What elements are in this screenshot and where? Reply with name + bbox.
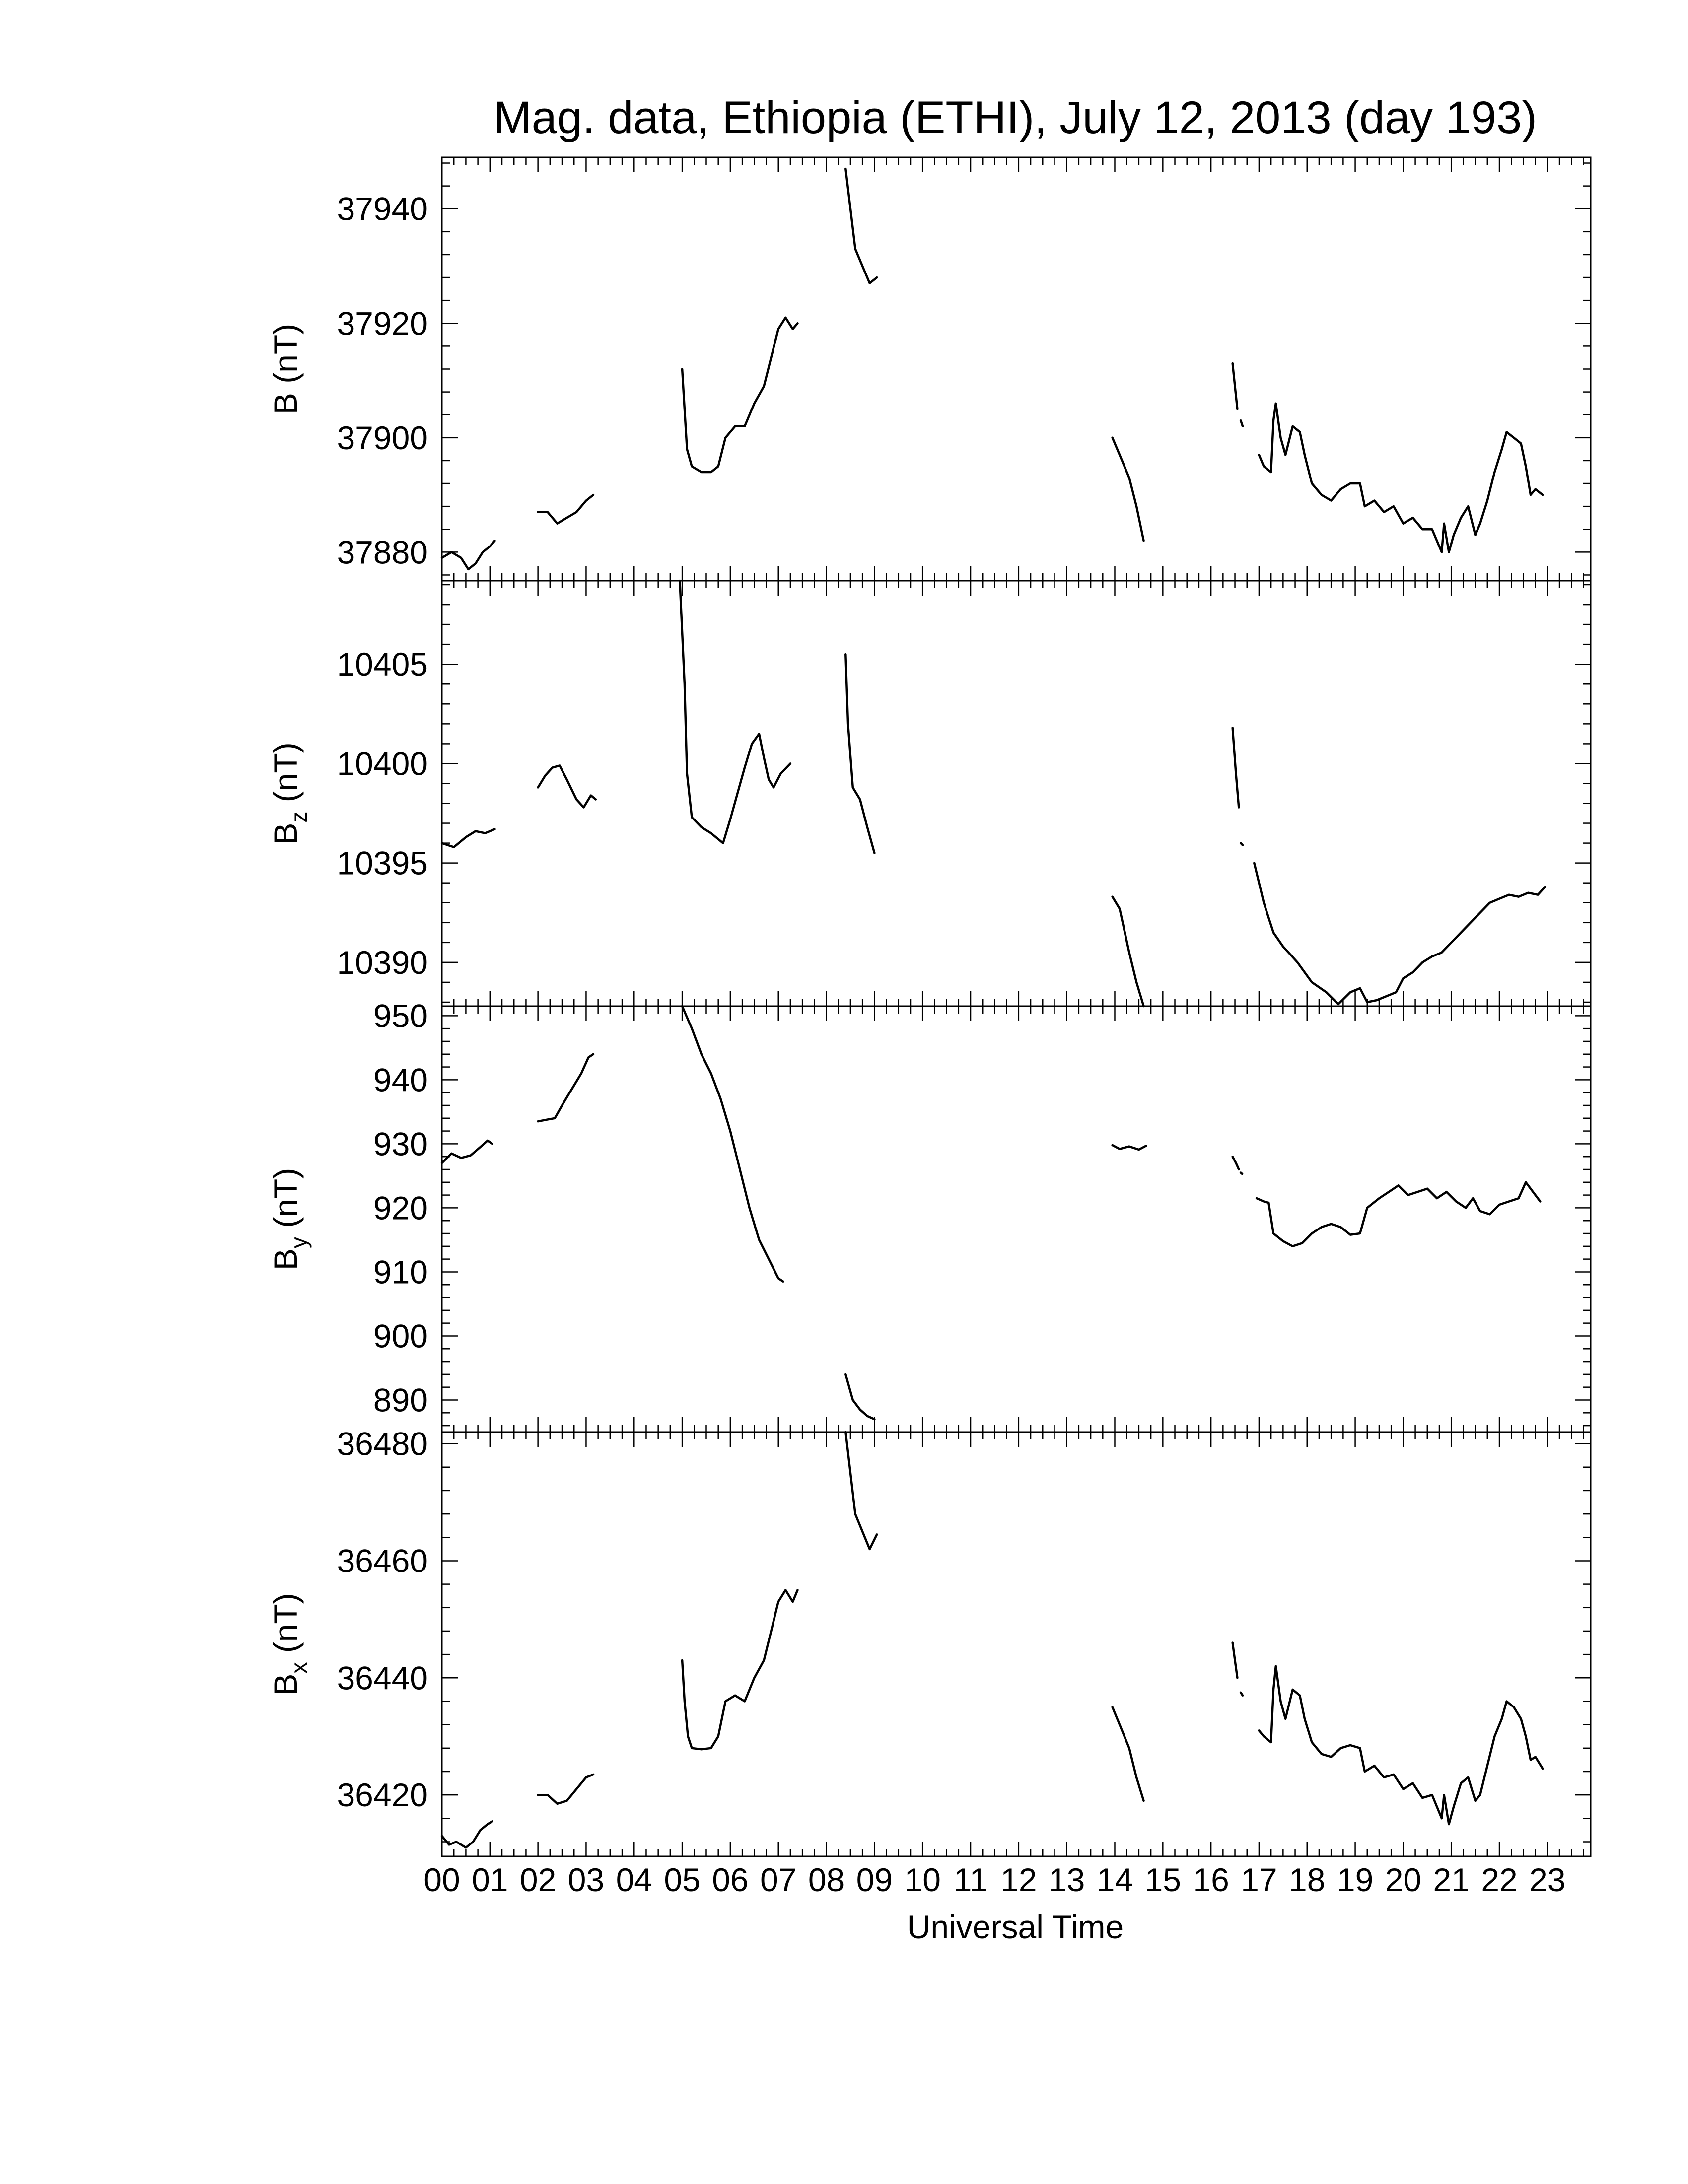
y-axis-label: B (nT) [267, 324, 304, 414]
y-tick-label: 10405 [337, 646, 428, 682]
series-segment [681, 1589, 799, 1751]
x-tick-label: 02 [520, 1861, 556, 1898]
series-segment [1111, 895, 1145, 1008]
series-segment [844, 653, 876, 854]
series-segment [537, 493, 595, 525]
panel-4: 36420 36440 36460 36480 Bx (nT) [267, 1426, 1592, 1857]
y-tick-label: 36440 [337, 1659, 428, 1696]
series-segment [1239, 419, 1244, 428]
series-segment [1231, 1155, 1240, 1171]
y-tick-label: 890 [373, 1381, 428, 1418]
x-tick-label: 09 [856, 1861, 893, 1898]
x-tick-label: 13 [1049, 1861, 1085, 1898]
x-tick-label: 18 [1289, 1861, 1325, 1898]
x-axis: 00 01 02 03 04 05 06 07 08 09 10 11 12 13 14 15 16 17 18 19… [423, 1861, 1565, 1898]
y-tick-label: 930 [373, 1125, 428, 1162]
y-tick-label: 36460 [337, 1542, 428, 1579]
y-tick-label: 37940 [337, 191, 428, 227]
series-segment [440, 1820, 493, 1849]
x-tick-label: 07 [760, 1861, 796, 1898]
y-tick-label: 940 [373, 1061, 428, 1098]
panel-1: 37880 37900 37920 37940 B (nT) [267, 156, 1592, 582]
y-tick-label: 37920 [337, 305, 428, 341]
x-tick-label: 08 [808, 1861, 844, 1898]
panel-2: 10390 10395 10400 10405 Bz (nT) [267, 579, 1592, 1008]
series-segment [1231, 727, 1240, 809]
x-tick-label: 19 [1337, 1861, 1373, 1898]
series-segment [537, 764, 597, 809]
y-tick-label: 36480 [337, 1426, 428, 1462]
series-segment [681, 316, 799, 474]
series-segment [537, 1773, 595, 1805]
panel-frame [441, 156, 1592, 582]
x-tick-label: 01 [472, 1861, 508, 1898]
series-segment [440, 828, 496, 848]
x-tick-label: 00 [423, 1861, 460, 1898]
y-tick-label: 10400 [337, 745, 428, 782]
series-segment [1258, 402, 1544, 553]
series-segment [844, 167, 878, 284]
x-tick-label: 22 [1481, 1861, 1517, 1898]
series-segment [1111, 1144, 1147, 1151]
x-tick-label: 21 [1433, 1861, 1470, 1898]
series-segment [1231, 362, 1239, 410]
series-segment [679, 579, 792, 844]
y-tick-label: 900 [373, 1317, 428, 1354]
x-tick-label: 05 [664, 1861, 700, 1898]
x-tick-label: 10 [904, 1861, 940, 1898]
y-tick-label: 950 [373, 997, 428, 1034]
series-segment [537, 1053, 595, 1123]
series-segment [1253, 862, 1547, 1006]
series-segment [1258, 1665, 1544, 1826]
series-segment [844, 1373, 876, 1421]
y-tick-label: 36420 [337, 1776, 428, 1813]
series-segment [440, 1139, 493, 1164]
series-segment [1239, 1691, 1244, 1697]
x-axis-title: Universal Time [907, 1909, 1124, 1945]
y-axis-label: Bz (nT) [267, 742, 312, 844]
x-tick-label: 16 [1193, 1861, 1229, 1898]
panel-frame [441, 1005, 1592, 1433]
y-tick-label: 10395 [337, 845, 428, 882]
x-tick-label: 20 [1385, 1861, 1421, 1898]
x-tick-label: 03 [568, 1861, 604, 1898]
y-tick-label: 920 [373, 1189, 428, 1226]
panel-3: 890 900 910 920 930 940 950 By (nT) [267, 997, 1592, 1433]
series-segment [1239, 842, 1244, 846]
series-segment [844, 1431, 878, 1551]
x-tick-label: 17 [1241, 1861, 1277, 1898]
series-segment [1231, 1641, 1239, 1679]
series-segment [440, 540, 496, 571]
series-segment [1111, 436, 1145, 542]
series-segment [681, 1005, 784, 1283]
series-segment [1111, 1706, 1145, 1802]
y-tick-label: 10390 [337, 944, 428, 981]
panel-frame [441, 1431, 1592, 1857]
x-tick-label: 04 [616, 1861, 652, 1898]
x-tick-label: 06 [712, 1861, 748, 1898]
y-tick-label: 37880 [337, 534, 428, 570]
x-tick-label: 11 [954, 1861, 988, 1898]
x-tick-label: 12 [1000, 1861, 1037, 1898]
x-tick-label: 15 [1145, 1861, 1181, 1898]
chart-title: Mag. data, Ethiopia (ETHI), July 12, 201… [493, 92, 1537, 143]
y-axis-label: Bx (nT) [267, 1593, 312, 1695]
series-segment [1255, 1181, 1542, 1248]
x-tick-label: 23 [1529, 1861, 1565, 1898]
y-tick-label: 910 [373, 1253, 428, 1290]
x-tick-label: 14 [1097, 1861, 1133, 1898]
y-tick-label: 37900 [337, 419, 428, 456]
panel-frame [441, 580, 1592, 1007]
series-segment [1239, 1171, 1244, 1175]
chart-panels: 37880 37900 37920 37940 B (nT) 10390 10395 1040… [267, 156, 1592, 1857]
y-axis-label: By (nT) [267, 1168, 312, 1270]
